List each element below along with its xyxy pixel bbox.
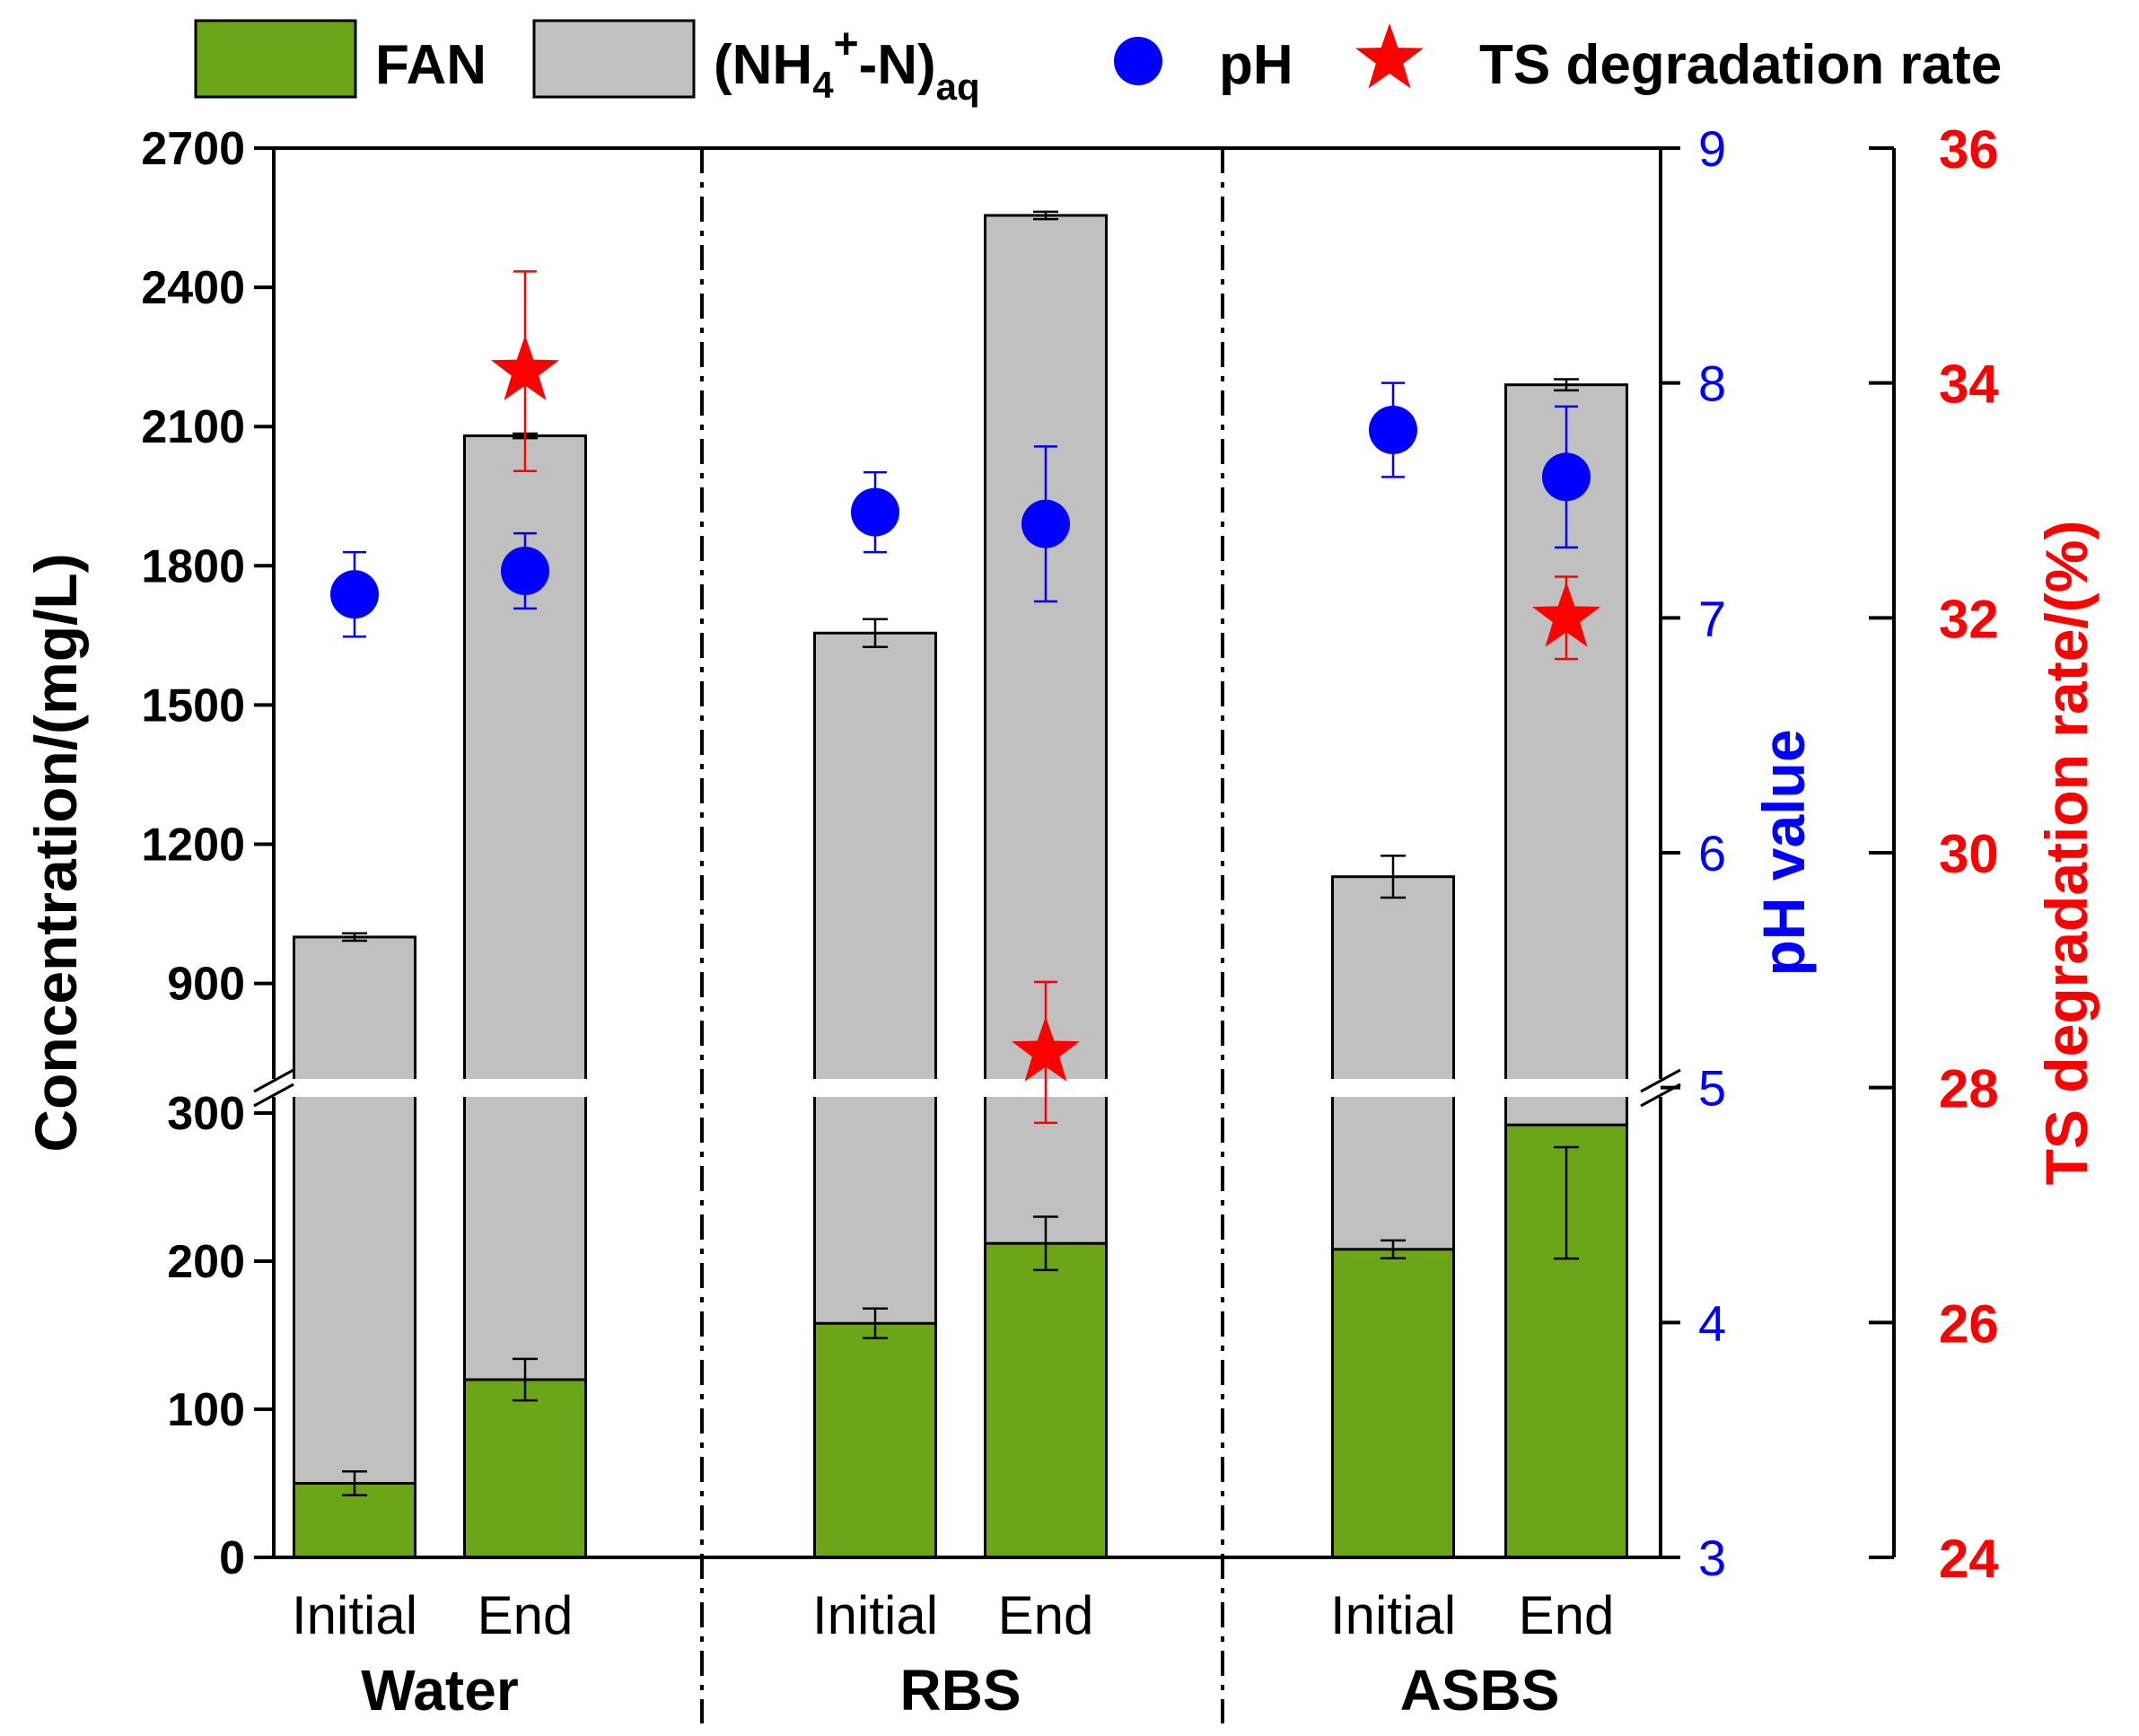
y-left-title: Concentration/(mg/L) (22, 553, 89, 1152)
legend-label-ph: pH (1219, 34, 1293, 96)
legend-label-nh4-part-3: -N) (859, 34, 936, 96)
errorbar-fan-1 (513, 1357, 538, 1402)
left-tick-label: 1500 (141, 679, 245, 732)
left-tick-label: 2100 (141, 401, 245, 453)
x-category-label: End (478, 1585, 574, 1645)
ph-point-4 (1369, 406, 1417, 454)
x-group-label: Water (361, 1658, 518, 1723)
errorbar-fan-0 (342, 1470, 367, 1496)
legend-label-nh4-part-4: aq (936, 66, 980, 108)
errorbar-fan-5 (1554, 1145, 1579, 1260)
legend-label-fan: FAN (375, 34, 487, 96)
legend-label-ts: TS degradation rate (1479, 34, 2002, 96)
bar-fan-3 (984, 1241, 1108, 1559)
ts-point-1 (491, 335, 559, 400)
ts-tick-label: 36 (1939, 119, 1999, 180)
left-tick-label: 900 (167, 959, 245, 1011)
ph-point-5 (1542, 452, 1591, 502)
ph-tick-label: 5 (1698, 1060, 1726, 1117)
x-category-label: Initial (812, 1585, 938, 1645)
ph-point-1 (501, 547, 549, 595)
bar-nh4-0 (293, 935, 416, 1559)
errorbar-nh4-0 (342, 932, 367, 943)
left-tick-label: 2700 (141, 123, 245, 175)
legend-swatch-fan (194, 19, 357, 99)
ph-tick-label: 4 (1698, 1294, 1726, 1351)
ph-point-3 (1021, 499, 1070, 548)
ph-tick-label: 3 (1698, 1530, 1726, 1586)
ph-tick-label: 6 (1698, 825, 1726, 881)
axis-break-mark-1-a (1640, 1068, 1681, 1093)
errorbar-nh4-4 (1381, 855, 1406, 899)
bar-fan-4 (1331, 1248, 1455, 1559)
axis-break-mark-0-b (253, 1083, 294, 1108)
ph-tick-label: 7 (1698, 590, 1726, 646)
legend: FAN (NH4+-N)aq pH TS degradation rate (194, 19, 2002, 108)
errorbar-nh4-2 (863, 618, 888, 649)
legend-marker-ts (1355, 23, 1424, 89)
ph-point-2 (851, 487, 899, 537)
legend-swatch-nh4 (532, 19, 696, 99)
left-tick-label: 200 (167, 1236, 245, 1288)
x-category-label: End (1519, 1585, 1615, 1645)
bar-fan-2 (813, 1321, 937, 1559)
x-category-label: Initial (292, 1585, 417, 1645)
errorbar-fan-3 (1033, 1215, 1058, 1272)
errorbar-nh4-3 (1033, 210, 1058, 221)
ts-point-5 (1532, 582, 1600, 647)
ph-point-0 (330, 570, 379, 619)
ts-tick-label: 30 (1939, 824, 1999, 884)
x-category-label: End (998, 1585, 1094, 1645)
legend-label-nh4-part-1: 4 (812, 64, 834, 106)
y-ph-title: pH value (1750, 729, 1817, 976)
ts-tick-label: 32 (1939, 589, 1999, 649)
legend-label-nh4-part-0: (NH (714, 34, 812, 96)
legend-label-nh4-part-2: + (834, 21, 859, 68)
y-ts-title: TS degradation rate/(%) (2033, 521, 2100, 1186)
bar-fan-1 (463, 1378, 587, 1559)
errorbar-fan-2 (863, 1307, 888, 1340)
left-tick-label: 1200 (141, 820, 245, 872)
left-tick-label: 0 (219, 1532, 245, 1584)
ts-tick-label: 34 (1939, 355, 1999, 415)
left-tick-label: 1800 (141, 540, 245, 592)
ph-tick-label: 8 (1698, 355, 1726, 412)
x-group-label: ASBS (1400, 1658, 1560, 1723)
left-tick-label: 100 (167, 1384, 245, 1436)
axis-break-gap (247, 1079, 1688, 1097)
axis-break-mark-0-a (253, 1068, 294, 1093)
legend-marker-ph (1114, 37, 1162, 85)
left-tick-label: 300 (167, 1088, 245, 1140)
ts-point-3 (1012, 1016, 1080, 1082)
ts-tick-label: 24 (1939, 1529, 1999, 1589)
x-category-label: Initial (1330, 1585, 1456, 1645)
errorbar-nh4-5 (1554, 378, 1579, 392)
ph-tick-label: 9 (1698, 120, 1726, 177)
left-tick-label: 2400 (141, 262, 245, 314)
errorbar-fan-4 (1381, 1239, 1406, 1259)
x-group-label: RBS (899, 1658, 1021, 1723)
ts-tick-label: 26 (1939, 1293, 1999, 1354)
ts-tick-label: 28 (1939, 1059, 1999, 1119)
legend-label-nh4: (NH4+-N)aq (714, 21, 980, 108)
